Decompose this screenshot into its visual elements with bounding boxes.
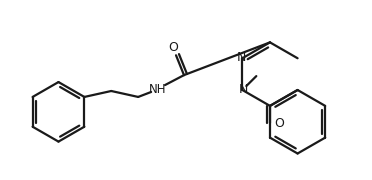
Text: NH: NH xyxy=(149,82,167,96)
Text: O: O xyxy=(168,41,178,54)
Text: N: N xyxy=(239,82,248,96)
Text: N: N xyxy=(237,51,246,64)
Text: O: O xyxy=(274,117,284,130)
